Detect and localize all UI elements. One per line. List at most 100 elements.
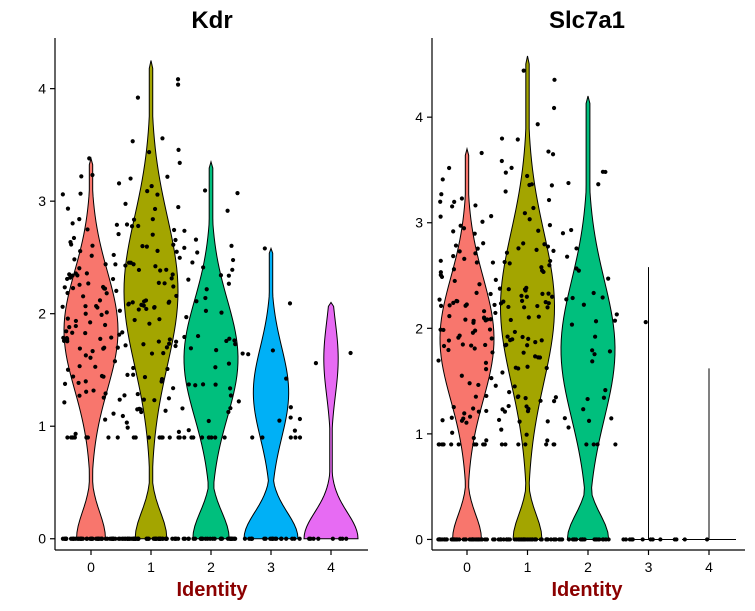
- data-point: [504, 250, 510, 255]
- data-point: [452, 199, 457, 205]
- data-point: [496, 417, 502, 423]
- data-point: [489, 336, 494, 341]
- data-point: [107, 536, 113, 541]
- y-tick-label: 4: [415, 109, 423, 125]
- data-point: [546, 149, 551, 154]
- data-point: [590, 348, 595, 353]
- data-point: [452, 537, 458, 542]
- data-point: [163, 408, 168, 413]
- data-point: [553, 395, 558, 400]
- data-point: [94, 303, 99, 309]
- data-point: [523, 442, 528, 447]
- data-point: [480, 219, 485, 224]
- data-point: [476, 409, 481, 414]
- data-point: [139, 409, 144, 415]
- data-point: [124, 420, 129, 425]
- data-point: [596, 182, 601, 187]
- data-point: [488, 317, 493, 322]
- data-point: [173, 343, 178, 349]
- data-point: [65, 276, 70, 282]
- data-point: [536, 228, 541, 233]
- data-point: [451, 254, 456, 259]
- data-point: [441, 327, 446, 333]
- data-point: [525, 364, 530, 369]
- data-point: [529, 182, 534, 187]
- data-point: [68, 240, 73, 245]
- data-point: [507, 390, 512, 395]
- data-point: [129, 224, 135, 229]
- data-point: [501, 537, 506, 542]
- data-point: [704, 537, 710, 542]
- data-point: [467, 537, 472, 542]
- data-point: [200, 382, 206, 387]
- data-point: [177, 255, 182, 260]
- data-point: [176, 429, 182, 434]
- data-point: [146, 536, 151, 541]
- data-point: [546, 291, 551, 296]
- data-point: [463, 317, 468, 322]
- data-point: [62, 381, 68, 386]
- data-point: [125, 425, 130, 430]
- data-point: [499, 136, 505, 141]
- data-point: [517, 419, 522, 424]
- data-point: [438, 270, 443, 275]
- data-point: [547, 263, 552, 268]
- data-point: [612, 318, 618, 323]
- data-point: [85, 227, 90, 232]
- data-point: [63, 536, 69, 541]
- data-point: [147, 321, 152, 326]
- data-point: [438, 303, 444, 308]
- data-point: [70, 435, 75, 440]
- data-point: [83, 304, 88, 309]
- data-point: [522, 305, 527, 310]
- data-point: [204, 287, 209, 292]
- data-point: [123, 343, 128, 348]
- data-point: [79, 174, 84, 179]
- y-tick-label: 4: [38, 81, 46, 97]
- data-point: [81, 294, 86, 299]
- data-point: [545, 537, 550, 542]
- data-point: [523, 288, 528, 293]
- data-point: [137, 406, 142, 411]
- data-point: [131, 365, 136, 371]
- violin-3: [243, 246, 299, 540]
- data-point: [501, 299, 506, 304]
- data-point: [173, 237, 178, 243]
- data-point: [600, 295, 605, 300]
- data-point: [186, 382, 191, 387]
- data-point: [202, 188, 208, 193]
- data-point: [531, 205, 536, 211]
- data-point: [111, 536, 116, 541]
- data-point: [174, 249, 179, 254]
- data-point: [292, 428, 298, 433]
- data-point: [288, 405, 293, 410]
- data-point: [503, 170, 508, 175]
- data-point: [159, 435, 164, 440]
- data-point: [236, 399, 241, 404]
- data-point: [441, 442, 446, 447]
- data-point: [146, 435, 152, 440]
- data-point: [539, 338, 544, 343]
- data-point: [260, 435, 265, 440]
- data-point: [523, 396, 528, 401]
- data-point: [164, 345, 170, 350]
- data-point: [169, 276, 174, 281]
- data-point: [246, 352, 251, 357]
- data-point: [477, 282, 482, 287]
- data-point: [227, 386, 233, 391]
- data-point: [150, 217, 155, 222]
- data-point: [348, 350, 353, 356]
- data-point: [73, 431, 78, 436]
- data-point: [193, 237, 199, 242]
- x-axis-title: Identity: [176, 579, 248, 601]
- data-point: [165, 366, 170, 372]
- data-point: [157, 317, 162, 322]
- data-point: [164, 267, 169, 272]
- data-point: [483, 367, 489, 372]
- data-point: [65, 435, 70, 440]
- data-point: [437, 297, 442, 302]
- data-point: [613, 442, 618, 447]
- data-point: [90, 172, 95, 178]
- data-point: [76, 380, 81, 386]
- data-point: [517, 537, 522, 542]
